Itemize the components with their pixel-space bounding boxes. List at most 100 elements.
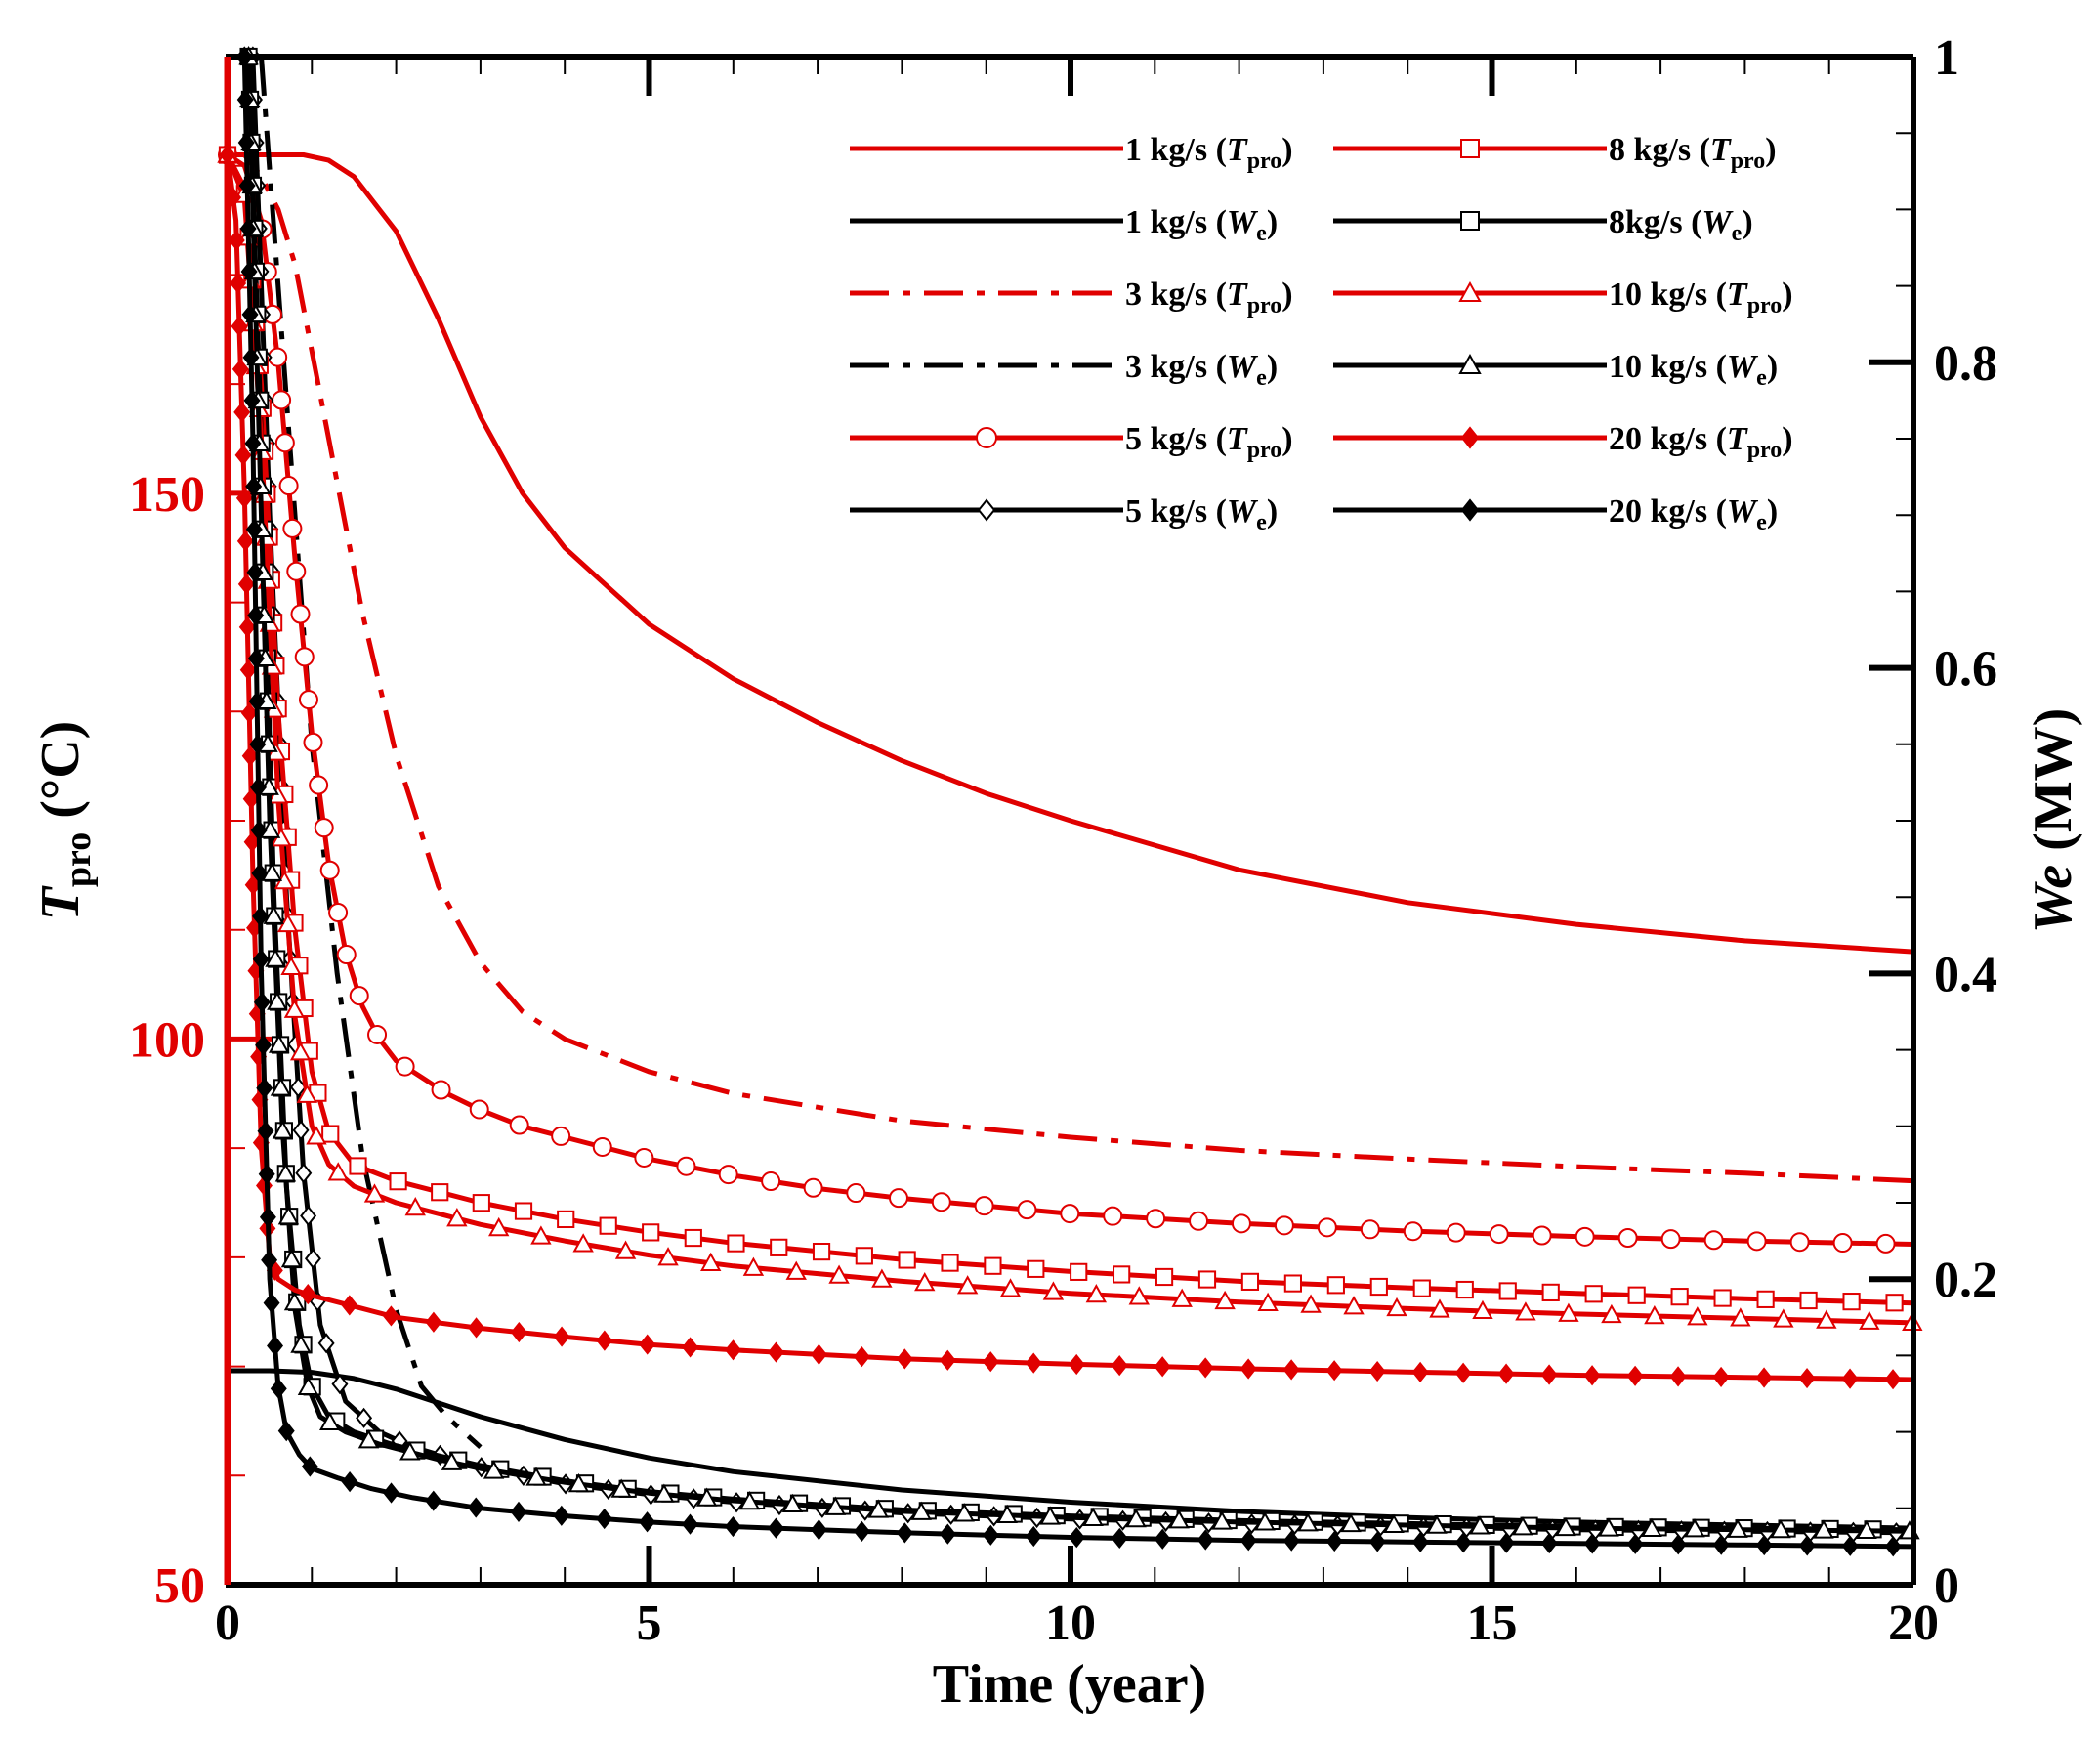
series-marker (468, 1317, 485, 1339)
series-line (225, 153, 1914, 1306)
series-marker (336, 945, 357, 965)
series-marker (514, 1202, 533, 1220)
series-marker (1684, 1518, 1705, 1538)
series-marker (996, 1504, 1018, 1524)
series-marker (724, 1515, 741, 1538)
series-marker (1411, 1361, 1429, 1383)
series-marker (1489, 1224, 1509, 1245)
series-marker (1875, 1233, 1896, 1254)
series-marker (596, 1330, 613, 1351)
series-marker (1626, 1533, 1644, 1554)
series-marker (1770, 1518, 1791, 1539)
legend-entry: 10 kg/s (Tpro) (1333, 276, 1793, 319)
series-marker (1512, 1516, 1533, 1536)
series-marker (1113, 1265, 1131, 1284)
series-marker (1403, 1221, 1423, 1242)
series-marker (867, 1499, 889, 1518)
series-marker (240, 261, 258, 282)
legend-label: 10 kg/s (Tpro) (1609, 276, 1793, 319)
series-marker (557, 1210, 575, 1229)
series-marker (242, 788, 260, 810)
series-marker (1297, 1512, 1319, 1532)
series-marker (1460, 211, 1480, 231)
series-marker (1660, 1229, 1681, 1250)
series-marker (270, 1077, 292, 1096)
series-marker (1469, 1515, 1491, 1535)
series-marker (488, 1216, 510, 1237)
legend-close: ) (1767, 349, 1778, 385)
series-marker (676, 1156, 696, 1176)
series-marker (781, 1493, 804, 1513)
series-marker (290, 1334, 312, 1353)
legend-close: ) (1765, 132, 1776, 168)
series-marker (1454, 1532, 1472, 1553)
series-marker (399, 1441, 421, 1461)
series-marker (238, 616, 256, 638)
series-marker (682, 1513, 698, 1535)
series-marker (231, 316, 248, 337)
series-marker (1458, 280, 1482, 302)
series-marker (1583, 1365, 1601, 1386)
series-marker (1540, 1364, 1558, 1385)
series-marker (1460, 426, 1480, 449)
series-marker (1197, 1357, 1214, 1379)
series-marker (349, 986, 369, 1006)
series-marker (1360, 1219, 1380, 1240)
series-marker (237, 132, 255, 153)
series-marker (695, 1487, 718, 1507)
series-marker (1558, 1302, 1579, 1322)
series-marker (718, 1165, 738, 1185)
legend-sub: pro (1747, 438, 1783, 463)
series-marker (1254, 1511, 1276, 1531)
legend-var: W (1227, 204, 1259, 240)
series-marker (999, 1278, 1022, 1297)
legend-label: 10 kg/s (We) (1609, 349, 1778, 391)
series-marker (1340, 1512, 1362, 1533)
series-marker (888, 1188, 908, 1209)
series-marker (977, 498, 996, 522)
series-marker (469, 1099, 489, 1120)
series-marker (1214, 1290, 1236, 1310)
series-marker (290, 604, 311, 624)
legend-entry: 10 kg/s (We) (1333, 349, 1778, 391)
legend-var: W (1727, 349, 1759, 385)
legend-rate: 5 kg/s ( (1125, 421, 1227, 457)
x-tick-label: 0 (215, 1595, 240, 1651)
legend-close: ) (1782, 421, 1792, 457)
series-marker (509, 1115, 529, 1135)
legend-sub: pro (1747, 293, 1783, 319)
legend-label: 1 kg/s (Tpro) (1125, 132, 1293, 174)
legend-entry: 1 kg/s (Tpro) (850, 132, 1293, 174)
series-marker (245, 476, 263, 497)
series-marker (277, 1206, 300, 1225)
x-tick-label: 5 (637, 1595, 662, 1651)
series-marker (1455, 1280, 1474, 1299)
series-marker (1325, 1530, 1343, 1552)
series-marker (1841, 1535, 1859, 1556)
series-marker (367, 1024, 388, 1044)
series-9 (237, 45, 1920, 1540)
series-marker (846, 1183, 866, 1204)
y-left-tick-label: 100 (129, 1012, 205, 1068)
series-marker (309, 775, 329, 795)
series-marker (1085, 1284, 1108, 1303)
series-marker (235, 488, 253, 509)
series-marker (300, 1205, 317, 1227)
series-marker (272, 1120, 294, 1139)
series-marker (1369, 1277, 1388, 1297)
series-marker (953, 1503, 975, 1522)
legend-entry: 3 kg/s (We) (850, 349, 1278, 391)
series-marker (1601, 1303, 1622, 1324)
series-marker (1017, 1200, 1037, 1220)
series-marker (1240, 1272, 1260, 1291)
series-marker (1498, 1282, 1517, 1300)
series-marker (292, 1120, 310, 1141)
series-marker (327, 1162, 349, 1181)
series-marker (1368, 1360, 1386, 1382)
series-marker (259, 1207, 276, 1228)
legend-close: ) (1782, 276, 1792, 313)
series-marker (255, 1035, 273, 1056)
series-marker (283, 1291, 306, 1311)
series-marker (910, 1501, 932, 1520)
legend-var: T (1727, 276, 1748, 313)
